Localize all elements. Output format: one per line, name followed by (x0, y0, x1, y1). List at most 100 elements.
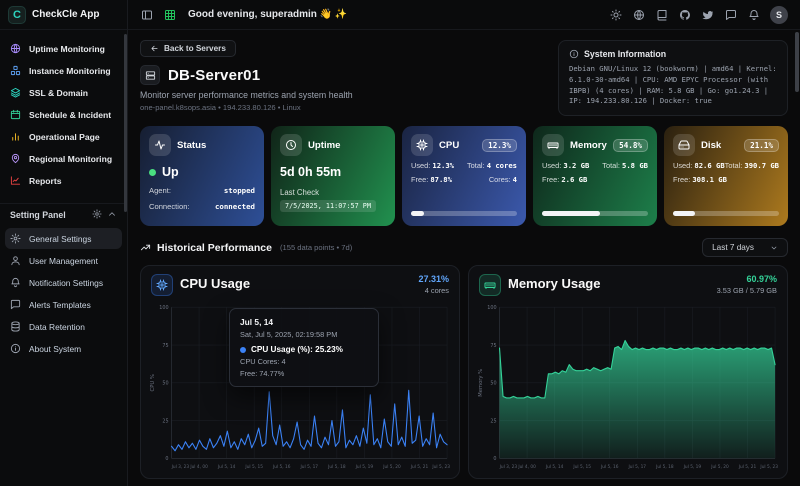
uptime-value: 5d 0h 55m (280, 165, 342, 180)
svg-text:Jul 5, 17: Jul 5, 17 (300, 464, 319, 470)
memory-progress-bar (542, 211, 648, 217)
page-content: Back to Servers DB-Server01 Monitor serv… (128, 30, 800, 486)
svg-text:0: 0 (493, 456, 496, 462)
page-title: DB-Server01 (168, 66, 261, 84)
disk-card[interactable]: Disk 21.1% Used: 82.6 GB Total: 390.7 GB… (664, 126, 788, 227)
globe-icon (10, 43, 22, 54)
memory-usage-chart-card: Memory Usage 60.97% 3.53 GB / 5.79 GB 10… (468, 265, 788, 480)
setting-panel-header[interactable]: Setting Panel (0, 203, 127, 226)
twitter-icon[interactable] (701, 8, 715, 22)
page-scrollbar[interactable] (795, 32, 799, 92)
grid-icon[interactable] (163, 8, 177, 22)
user-icon (10, 255, 22, 266)
sidebar-item-ssl-domain[interactable]: SSL & Domain (5, 82, 122, 103)
sidebar-item-about-system[interactable]: About System (5, 338, 122, 359)
message-icon[interactable] (724, 8, 738, 22)
svg-text:Jul 5, 14: Jul 5, 14 (217, 464, 236, 470)
info-icon (10, 343, 22, 354)
server-icon (140, 65, 160, 85)
memory-card[interactable]: Memory 54.8% Used: 3.2 GB Total: 5.8 GB … (533, 126, 657, 227)
svg-text:Jul 5, 18: Jul 5, 18 (327, 464, 346, 470)
map-pin-icon (10, 153, 22, 164)
clock-icon (280, 134, 302, 157)
svg-text:25: 25 (162, 419, 168, 425)
bell-icon[interactable] (747, 8, 761, 22)
sidebar-item-user-management[interactable]: User Management (5, 250, 122, 271)
svg-text:Jul 5, 20: Jul 5, 20 (710, 464, 729, 470)
status-value: Up (162, 165, 179, 180)
sidebar-item-label: About System (29, 343, 82, 354)
svg-text:Jul 5, 18: Jul 5, 18 (655, 464, 674, 470)
back-to-servers-button[interactable]: Back to Servers (140, 40, 236, 57)
cpu-card[interactable]: CPU 12.3% Used: 12.3% Total: 4 cores Fre… (402, 126, 526, 227)
memory-icon (479, 274, 501, 297)
svg-text:Jul 5, 16: Jul 5, 16 (272, 464, 291, 470)
status-card[interactable]: Status Up Agent: stopped Connection: conne… (140, 126, 264, 227)
sidebar-scrollbar[interactable] (124, 34, 127, 212)
sidebar-item-notification-settings[interactable]: Notification Settings (5, 272, 122, 293)
status-up-dot (149, 168, 156, 176)
svg-text:Jul 5, 15: Jul 5, 15 (244, 464, 263, 470)
cpu-icon (151, 274, 173, 297)
sidebar-item-label: User Management (29, 255, 98, 266)
memory-chart-title: Memory Usage (508, 276, 601, 292)
bar-chart-icon (10, 131, 22, 142)
host-line: one-panel.k8sops.asia • 194.233.80.126 •… (140, 103, 301, 112)
svg-text:0: 0 (165, 456, 168, 462)
memory-usage-badge: 54.8% (613, 138, 648, 152)
panel-left-icon[interactable] (140, 8, 154, 22)
historical-performance-meta: (155 data points • 7d) (279, 243, 353, 253)
sidebar-item-reports[interactable]: Reports (5, 170, 122, 191)
app-logo[interactable]: C CheckCle App (0, 0, 127, 30)
sun-icon[interactable] (609, 8, 623, 22)
sidebar-item-label: SSL & Domain (29, 87, 89, 98)
sidebar-item-instance-monitoring[interactable]: Instance Monitoring (5, 60, 122, 81)
checkcle-logo-icon: C (8, 5, 26, 24)
bell-icon (10, 277, 22, 288)
svg-text:Jul 5, 21: Jul 5, 21 (738, 464, 757, 470)
svg-text:Jul 5, 16: Jul 5, 16 (600, 464, 619, 470)
greeting-text: Good evening, superadmin 👋 ✨ (188, 9, 348, 20)
book-icon[interactable] (655, 8, 669, 22)
svg-text:Jul 5, 21: Jul 5, 21 (410, 464, 429, 470)
gear-icon[interactable] (92, 209, 102, 221)
sidebar-item-label: Operational Page (29, 131, 100, 142)
sidebar-item-label: Regional Monitoring (29, 153, 113, 164)
chart-tooltip: Jul 5, 14 Sat, Jul 5, 2025, 02:19:58 PM … (229, 308, 379, 388)
memory-icon (542, 134, 564, 157)
cpu-usage-chart-card: CPU Usage 27.31% 4 cores 100 75 50 25 0 Jul 3… (140, 265, 460, 480)
setting-panel-label: Setting Panel (10, 210, 66, 220)
memory-current-value: 60.97% (746, 274, 777, 285)
svg-text:Jul 5, 19: Jul 5, 19 (683, 464, 702, 470)
github-icon[interactable] (678, 8, 692, 22)
sidebar-item-schedule-incident[interactable]: Schedule & Incident (5, 104, 122, 125)
sidebar-item-uptime-monitoring[interactable]: Uptime Monitoring (5, 38, 122, 59)
series-dot-icon (240, 346, 246, 353)
sidebar-item-general-settings[interactable]: General Settings (5, 228, 122, 249)
svg-text:Jul 5, 14: Jul 5, 14 (545, 464, 564, 470)
globe-icon[interactable] (632, 8, 646, 22)
time-range-selector[interactable]: Last 7 days (702, 238, 788, 258)
sidebar-item-label: Data Retention (29, 321, 85, 332)
sidebar-item-alerts-templates[interactable]: Alerts Templates (5, 294, 122, 315)
uptime-card[interactable]: Uptime 5d 0h 55m Last Check 7/5/2025, 11… (271, 126, 395, 227)
trending-up-icon (140, 244, 151, 251)
arrow-left-icon (151, 45, 158, 52)
sidebar-item-operational-page[interactable]: Operational Page (5, 126, 122, 147)
svg-text:100: 100 (159, 305, 168, 311)
svg-text:Jul 3, 23: Jul 3, 23 (499, 464, 518, 470)
svg-text:Memory %: Memory % (478, 369, 484, 397)
avatar[interactable]: S (770, 5, 788, 24)
hard-drive-icon (673, 134, 695, 157)
sidebar-item-regional-monitoring[interactable]: Regional Monitoring (5, 148, 122, 169)
system-information-card: System Information Debian GNU/Linux 12 (… (558, 40, 788, 117)
sidebar-item-data-retention[interactable]: Data Retention (5, 316, 122, 337)
svg-text:75: 75 (162, 343, 168, 349)
message-icon (10, 299, 22, 310)
memory-chart-plot[interactable]: 100 75 50 25 0 Jul 3, 23 Jul 4, 00 Jul 5, 14 Jul… (475, 302, 779, 472)
svg-text:Jul 5, 20: Jul 5, 20 (382, 464, 401, 470)
chevron-up-icon[interactable] (107, 209, 117, 221)
svg-text:50: 50 (162, 381, 168, 387)
svg-text:Jul 4, 00: Jul 4, 00 (517, 464, 536, 470)
system-information-title: System Information (584, 49, 667, 59)
